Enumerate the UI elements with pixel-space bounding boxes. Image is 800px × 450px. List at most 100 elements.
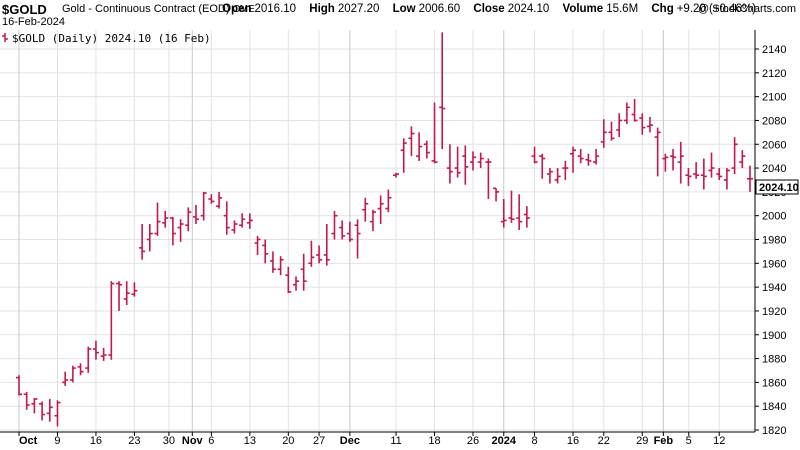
- chart-date: 16-Feb-2024: [2, 16, 65, 28]
- ohlc-bar: [723, 168, 730, 190]
- ohlc-bar: [508, 190, 515, 223]
- chart-title: Gold - Continuous Contract (EOD) CME: [62, 3, 255, 15]
- ohlc-bar: [23, 391, 30, 410]
- ohlc-bar: [269, 251, 276, 273]
- volume-value: 15.6M: [606, 3, 639, 15]
- y-tick-label: 1900: [762, 330, 786, 342]
- x-tick-label: Feb: [654, 435, 674, 447]
- ohlc-bar: [485, 158, 492, 200]
- ohlc-bar: [100, 347, 107, 361]
- ohlc-bar: [123, 281, 130, 305]
- ohlc-bar: [254, 235, 261, 255]
- ohlc-bar: [246, 213, 253, 229]
- ohlc-bar: [223, 201, 230, 235]
- ohlc-bar: [154, 202, 161, 236]
- ohlc-bar: [339, 220, 346, 240]
- y-tick-label: 1940: [762, 282, 786, 294]
- x-tick-label: 8: [531, 435, 537, 447]
- x-tick-label: 18: [428, 435, 440, 447]
- ohlc-bar: [600, 119, 607, 148]
- open-label: Open: [222, 3, 252, 15]
- ohlc-bar: [16, 375, 22, 396]
- ohlc-bar: [731, 137, 738, 175]
- ohlc-bar: [262, 239, 269, 264]
- x-axis-labels: Oct 9 16 23 30 Nov 6 13 20 27 Dec 11 18 26 2024 8 16 22 29…: [18, 432, 725, 447]
- low-label: Low: [392, 3, 416, 15]
- ohlc-bar: [616, 113, 623, 138]
- ohlc-bar: [323, 224, 330, 266]
- y-tick-label: 1920: [762, 306, 786, 318]
- ohlc-bar: [116, 281, 123, 311]
- ohlc-bar: [523, 206, 530, 228]
- ohlc-bar: [400, 138, 407, 173]
- ohlc-bar: [85, 346, 92, 373]
- y-tick-label: 1980: [762, 235, 786, 247]
- y-tick-label: 1880: [762, 354, 786, 366]
- ohlc-bar: [185, 207, 192, 232]
- ohlc-bar: [216, 191, 223, 209]
- ohlc-series: [16, 32, 753, 427]
- ohlc-bar: [716, 168, 723, 180]
- ohlc-bar: [477, 152, 484, 169]
- x-tick-label: 11: [390, 435, 401, 447]
- ohlc-bar: [423, 140, 430, 159]
- x-tick-label: 22: [598, 435, 610, 447]
- legend-text: $GOLD (Daily) 2024.10 (16 Feb): [12, 32, 211, 45]
- ohlc-summary: Open 2016.10 High 2027.20 Low 2006.60 Close…: [222, 3, 756, 15]
- ohlc-bar: [546, 168, 553, 184]
- ohlc-bar: [239, 213, 246, 228]
- x-tick-label: 6: [208, 435, 214, 447]
- ohlc-bar: [393, 172, 400, 178]
- y-tick-label: 2080: [762, 115, 786, 127]
- x-tick-label: 13: [244, 435, 256, 447]
- high-label: High: [309, 3, 335, 15]
- ohlc-bar: [177, 219, 184, 242]
- ohlc-bar: [346, 221, 353, 242]
- low-value: 2006.60: [418, 3, 461, 15]
- y-tick-label: 2000: [762, 211, 786, 223]
- y-tick-label: 1960: [762, 258, 786, 270]
- ohlc-bar: [446, 144, 453, 184]
- ohlc-bar: [31, 397, 38, 414]
- x-tick-label: 9: [54, 435, 60, 447]
- instrument-name: Gold - Continuous Contract (EOD): [62, 3, 230, 15]
- ohlc-bar: [623, 102, 630, 125]
- ohlc-bar: [631, 99, 638, 122]
- x-tick-label: Oct: [19, 435, 38, 447]
- ohlc-bar: [200, 191, 207, 221]
- last-value-tag: 2024.10: [755, 179, 799, 195]
- date-row: 16-Feb-2024: [0, 16, 800, 30]
- ohlc-bar: [385, 189, 392, 213]
- x-tick-label: 27: [313, 435, 325, 447]
- ohlc-bar: [431, 102, 438, 164]
- ohlc-bar: [300, 253, 307, 291]
- x-tick-label: 30: [163, 435, 175, 447]
- ohlc-bar: [469, 151, 476, 171]
- ohlc-bar: [108, 281, 115, 360]
- ohlc-bar: [69, 365, 76, 383]
- x-tick-label: 26: [467, 435, 479, 447]
- ohlc-bar: [439, 32, 446, 150]
- y-tick-label: 2100: [762, 92, 786, 104]
- ohlc-bar: [39, 401, 46, 421]
- ohlc-bar: [293, 276, 300, 291]
- y-tick-label: 2120: [762, 68, 786, 80]
- ohlc-bar: [700, 158, 707, 190]
- ohlc-bar: [146, 224, 153, 252]
- x-tick-label: 16: [567, 435, 579, 447]
- symbol: $GOLD: [2, 2, 47, 17]
- ohlc-bar: [570, 146, 577, 173]
- y-axis-labels: 1820 1840 1860 1880 1900 1920 1940 1960 1980 2000…: [755, 44, 786, 437]
- header-row: $GOLD Gold - Continuous Contract (EOD) C…: [0, 2, 800, 18]
- ohlc-bar: [708, 152, 715, 178]
- ohlc-bar: [500, 199, 507, 228]
- y-tick-label: 1860: [762, 377, 786, 389]
- y-tick-label: 2040: [762, 163, 786, 175]
- ohlc-bar: [516, 194, 523, 230]
- x-tick-label: Nov: [182, 435, 204, 447]
- ohlc-bar: [92, 340, 99, 360]
- ohlc-bar: [608, 121, 615, 141]
- y-tick-label: 1820: [762, 425, 786, 437]
- ohlc-bar: [593, 149, 600, 165]
